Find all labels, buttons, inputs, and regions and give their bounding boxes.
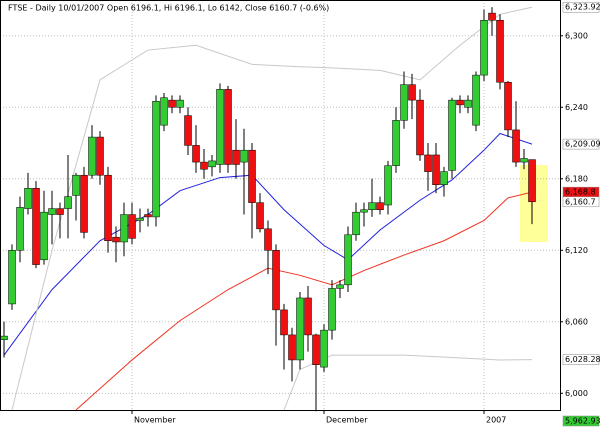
candle-body [368,202,376,211]
candle-body [480,20,488,76]
candle-body [296,297,304,361]
candle-body [424,154,432,172]
candle-body [40,211,48,261]
price-label-box [562,196,600,208]
candle-body [168,99,176,108]
candle-body [312,334,320,365]
candle-body [352,211,360,236]
y-tick-label: 6,180 [565,174,588,183]
y-tick-label: 6,060 [565,317,588,326]
candle-body [440,171,448,185]
candle-body [360,209,368,213]
price-label-box [562,415,600,427]
candle-body [248,149,256,203]
candle-body [432,154,440,185]
overlay-line [11,6,533,411]
candle-body [328,288,336,331]
candle-body [464,99,472,108]
price-label: 6,160.7 [565,197,596,206]
x-tick-label: December [326,416,368,425]
candle-body [472,74,480,126]
candle-body [384,165,392,206]
candle-body [256,202,264,230]
candle-body [456,99,464,106]
candle-body [80,174,88,233]
price-label-box [562,138,600,150]
candle-body [392,120,400,166]
candle-body [16,207,24,251]
price-label: 6,323.92 [565,3,600,12]
candle-body [88,136,96,176]
candle-body [320,329,328,368]
candle-body [176,99,184,108]
chart-title: FTSE - Daily 10/01/2007 Open 6196.1, Hi … [8,4,329,13]
candle-body [232,149,240,165]
y-tick-label: 6,120 [565,246,588,255]
candle-body [528,159,536,203]
candle-body [184,115,192,146]
candle-body [48,208,56,215]
candle-body [512,129,520,163]
candle-body [416,99,424,156]
candle-body [56,208,64,215]
candle-body [448,99,456,171]
candle-body [216,89,224,165]
candle-body [136,217,144,221]
x-tick-label: November [134,416,176,425]
candle-body [192,145,200,163]
candle-body [496,20,504,83]
candle-body [72,174,80,196]
candle-body [8,250,16,305]
y-tick-label: 6,000 [565,389,588,398]
candle-body [120,214,128,243]
candle-body [336,284,344,289]
price-label-box [562,354,600,365]
candle-body [240,149,248,163]
candle-body [208,160,216,168]
candle-body [280,309,288,336]
price-label: 5,962.93 [565,417,600,426]
plot-area [0,0,560,412]
candle-body [24,188,32,209]
candle-body [304,297,312,336]
candle-body [104,174,112,242]
candle-body [200,161,208,170]
candle-body [264,228,272,251]
candle-body [112,236,120,243]
price-label: 6,209.09 [565,140,600,149]
plot-border [0,0,561,411]
candle-body [0,335,8,340]
candle-body [408,84,416,101]
candle-body [344,234,352,286]
candle-body [152,101,160,218]
price-label-box [562,1,600,13]
candle-body [488,12,496,21]
candle-body [32,188,40,265]
x-tick-label: 2007 [486,416,506,425]
price-label: 6,028.28 [565,355,600,364]
candle-body [272,250,280,311]
candle-body [96,136,104,176]
candle-body [288,334,296,361]
candle-body [504,81,512,131]
candle-body [520,158,528,163]
y-tick-label: 6,300 [565,31,588,40]
candle-body [400,84,408,121]
candle-body [224,89,232,165]
y-tick-label: 6,240 [565,103,588,112]
candle-body [160,97,168,126]
candle-body [128,214,136,239]
price-label: 6,168.8 [565,188,596,197]
candle-body [64,196,72,209]
candle-body [144,214,152,218]
candle-body [376,202,384,211]
